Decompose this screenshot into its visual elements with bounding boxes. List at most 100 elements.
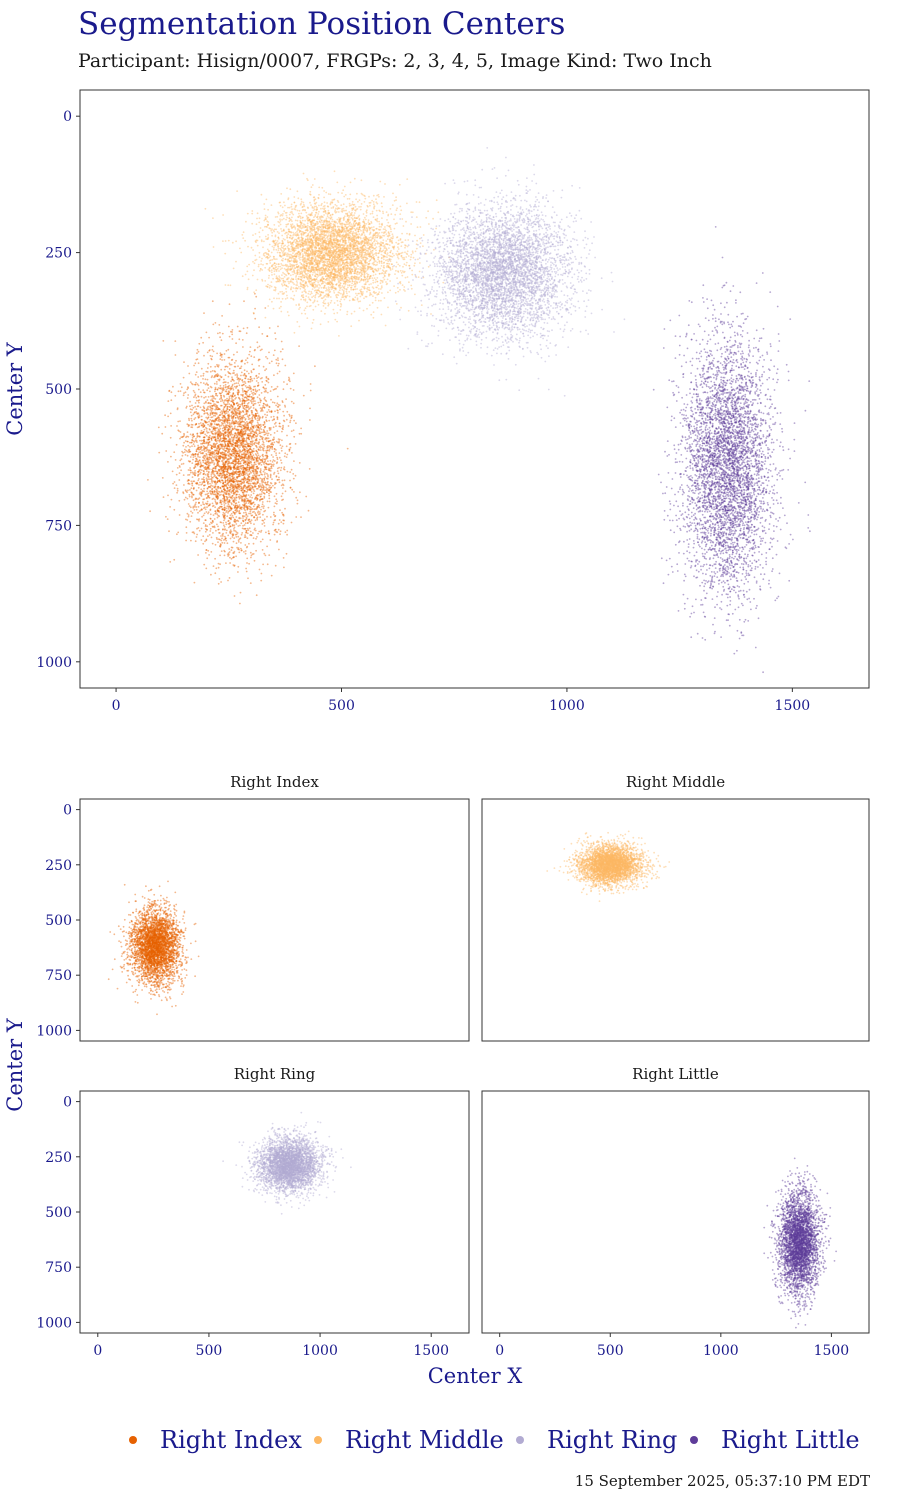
data-point [214,419,217,422]
data-point [214,388,217,391]
data-point [202,449,205,451]
data-point [241,397,244,400]
data-point [204,506,206,509]
data-point [414,262,416,265]
data-point [292,389,295,391]
data-point [207,442,210,445]
data-point [276,470,279,472]
data-point [298,432,301,435]
data-point [199,422,202,424]
data-point [209,390,211,393]
data-point [195,536,198,538]
data-point [223,476,226,479]
data-point [224,481,227,484]
data-point [179,431,182,433]
data-point [282,522,285,525]
data-point [196,533,199,536]
data-point [249,346,252,348]
data-point [277,522,280,525]
data-point [229,514,232,517]
data-point [195,423,198,425]
data-point [395,303,398,305]
data-point [254,390,257,392]
data-point [206,383,209,386]
data-point [232,441,235,444]
data-point [268,327,271,329]
data-point [223,433,226,436]
data-point [205,567,208,570]
data-point [191,496,193,499]
data-point [200,336,203,339]
data-point [282,410,285,413]
data-point [193,391,196,394]
data-point [220,395,223,397]
data-point [240,251,243,254]
data-point [206,529,209,531]
data-point [232,485,235,488]
data-point [430,313,432,315]
data-point [278,481,281,484]
data-point [227,348,230,351]
data-point [250,458,253,461]
data-point [246,474,249,476]
data-point [258,372,260,375]
data-point [256,389,259,392]
data-point [219,438,222,440]
data-point [232,556,234,559]
data-point [191,462,194,464]
data-point [226,553,229,556]
data-point [266,483,269,486]
data-point [246,326,249,329]
data-point [244,500,246,503]
data-point [259,540,262,543]
data-point [224,417,227,420]
data-point [230,444,233,447]
data-point [227,448,230,451]
data-point [264,426,266,428]
data-point [206,417,209,420]
data-point [211,370,214,372]
data-point [189,471,192,474]
data-point [178,499,181,502]
data-point [266,432,268,435]
data-point [217,464,220,466]
data-point [219,538,221,541]
data-point [227,512,229,514]
data-point [254,307,256,310]
data-point [193,364,196,367]
data-point [230,462,233,465]
data-point [256,410,258,412]
data-point [190,423,193,426]
data-point [281,284,284,287]
data-point [214,467,217,470]
data-point [211,479,213,481]
data-point [263,473,266,476]
data-point [266,403,269,406]
data-point [265,377,268,379]
data-point [253,403,256,405]
data-point [197,471,200,473]
data-point [189,489,191,491]
data-point [402,225,405,227]
data-point [276,416,279,418]
data-point [235,387,237,389]
data-point [229,394,232,397]
data-point [212,504,215,507]
data-point [299,491,301,494]
data-point [264,476,267,478]
data-point [228,523,231,525]
data-point [222,388,225,390]
data-point [234,425,236,428]
data-point [237,429,240,431]
data-point [238,517,241,520]
data-point [245,497,248,500]
data-point [204,524,207,526]
data-point [266,477,269,480]
data-point [227,381,230,384]
data-point [228,403,231,405]
data-point [234,533,237,536]
data-point [193,581,196,584]
data-point [258,394,261,396]
data-point [190,454,193,456]
data-point [273,436,275,439]
